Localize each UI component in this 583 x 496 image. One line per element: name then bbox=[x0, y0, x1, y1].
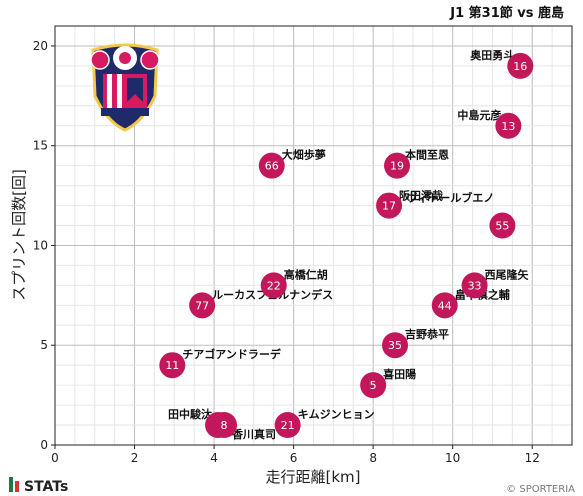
stats-brand: STATs bbox=[24, 479, 68, 495]
data-point bbox=[360, 372, 387, 399]
point-markers: 161366191755223377443511510821 bbox=[159, 52, 534, 439]
point-label: 阪田澪哉 bbox=[399, 189, 443, 203]
copyright: © SPORTERIA bbox=[506, 484, 575, 495]
y-tick-label: 15 bbox=[33, 139, 48, 153]
data-point bbox=[260, 272, 287, 299]
x-tick-label: 6 bbox=[290, 451, 298, 465]
x-tick-label: 4 bbox=[210, 451, 218, 465]
club-crest-logo bbox=[90, 43, 160, 132]
x-axis-label: 走行距離[km] bbox=[265, 468, 360, 486]
point-number: 55 bbox=[495, 220, 509, 233]
stats-logo-icon bbox=[9, 477, 19, 492]
point-label: 中島元彦 bbox=[457, 108, 501, 122]
axis-ticks: 0 2 4 6 8 10 12 0 5 10 15 20 bbox=[33, 39, 540, 465]
data-point bbox=[376, 192, 403, 219]
data-point bbox=[382, 332, 409, 359]
data-points: 奥田勇斗中島元彦大畑歩夢本間至恩阪田澪哉ヴィトールブエノ高橋仁胡西尾隆矢ルーカス… bbox=[159, 48, 534, 441]
point-number: 17 bbox=[382, 200, 396, 213]
data-point bbox=[274, 412, 301, 439]
match-label: J1 第31節 vs 鹿島 bbox=[449, 5, 564, 21]
y-tick-label: 20 bbox=[33, 39, 48, 53]
data-point bbox=[495, 112, 522, 139]
point-number: 77 bbox=[195, 299, 209, 312]
point-label: 喜田陽 bbox=[383, 367, 416, 381]
point-labels: 奥田勇斗中島元彦大畑歩夢本間至恩阪田澪哉ヴィトールブエノ高橋仁胡西尾隆矢ルーカス… bbox=[168, 48, 530, 441]
data-point bbox=[159, 352, 186, 379]
point-number: 33 bbox=[468, 279, 482, 292]
point-number: 5 bbox=[370, 379, 377, 392]
point-label: 大畑歩夢 bbox=[282, 148, 326, 162]
point-label: 田中駿汰 bbox=[168, 407, 213, 421]
data-point bbox=[384, 152, 411, 179]
point-number: 21 bbox=[281, 419, 295, 432]
point-label: 西尾隆矢 bbox=[485, 267, 530, 281]
point-number: 8 bbox=[221, 419, 228, 432]
data-point bbox=[507, 52, 534, 79]
x-tick-label: 12 bbox=[525, 451, 540, 465]
point-number: 11 bbox=[165, 359, 179, 372]
point-label: 奥田勇斗 bbox=[469, 48, 514, 62]
point-number: 22 bbox=[267, 279, 281, 292]
point-number: 16 bbox=[513, 60, 527, 73]
y-axis-label: スプリント回数[回] bbox=[10, 169, 28, 301]
data-point bbox=[189, 292, 216, 319]
y-tick-label: 10 bbox=[33, 238, 48, 252]
point-label: 本間至恩 bbox=[405, 148, 449, 162]
point-number: 44 bbox=[438, 299, 452, 312]
point-label: チアゴアンドラーデ bbox=[182, 347, 282, 361]
point-label: ヴィトールブエノ bbox=[406, 191, 494, 205]
point-label: 高橋仁胡 bbox=[284, 267, 328, 281]
x-tick-label: 8 bbox=[369, 451, 377, 465]
data-point bbox=[431, 292, 458, 319]
data-point bbox=[211, 412, 238, 439]
point-label: キムジンヒョン bbox=[298, 408, 375, 421]
x-tick-label: 2 bbox=[131, 451, 139, 465]
y-tick-label: 5 bbox=[40, 338, 48, 352]
data-point bbox=[489, 212, 516, 239]
point-number: 66 bbox=[265, 160, 279, 173]
point-label: 香川真司 bbox=[231, 427, 276, 441]
data-point bbox=[461, 272, 488, 299]
y-tick-label: 0 bbox=[40, 438, 48, 452]
point-number: 13 bbox=[501, 120, 515, 133]
plot-frame bbox=[54, 25, 573, 446]
x-tick-label: 10 bbox=[445, 451, 460, 465]
point-number: 19 bbox=[390, 160, 404, 173]
data-point bbox=[258, 152, 285, 179]
point-label: 吉野恭平 bbox=[405, 327, 449, 341]
x-tick-label: 0 bbox=[51, 451, 59, 465]
point-number: 35 bbox=[388, 339, 402, 352]
